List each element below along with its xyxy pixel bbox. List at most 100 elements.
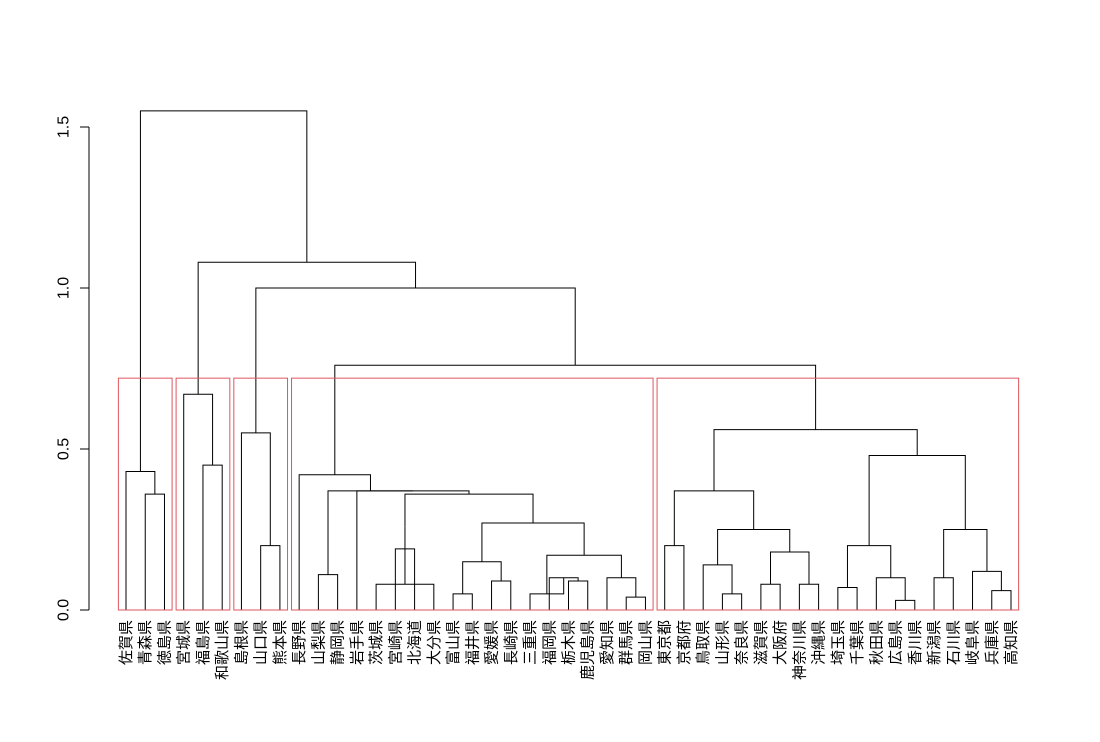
- leaf-label: 鳥取県: [694, 620, 712, 665]
- leaf-label: 山形県: [713, 620, 731, 665]
- leaf-label: 熊本県: [271, 620, 289, 665]
- leaf-label: 兵庫県: [983, 620, 1001, 665]
- merge-link: [943, 529, 988, 578]
- merge-link: [197, 261, 417, 395]
- leaf-label: 新潟県: [925, 620, 943, 665]
- merge-link: [875, 577, 906, 610]
- leaf-label: 福岡県: [540, 620, 558, 665]
- cluster-box: [656, 377, 1020, 611]
- merge-link: [770, 551, 810, 585]
- merge-link: [404, 493, 534, 527]
- merge-link: [846, 545, 892, 588]
- merge-link: [139, 110, 308, 472]
- merge-link: [491, 580, 512, 610]
- cluster-box: [233, 377, 289, 611]
- merge-link: [713, 429, 918, 491]
- leaf-label: 愛知県: [598, 620, 616, 665]
- leaf-labels: 佐賀県 青森県 徳島県 宮城県 福島県 和歌山県 島根県 山口県 熊本県 長野県 山梨県 静岡県 岩手県…: [117, 620, 1020, 680]
- dendrogram-links: [125, 110, 1012, 610]
- y-tick-label: 1.5: [56, 116, 73, 138]
- leaf-label: 佐賀県: [117, 620, 135, 665]
- leaf-label: 大分県: [425, 620, 443, 665]
- leaf-label: 和歌山県: [213, 620, 231, 680]
- leaf-label: 滋賀県: [752, 620, 770, 665]
- leaf-label: 大阪府: [771, 620, 789, 665]
- leaf-label: 岐阜県: [964, 620, 982, 665]
- merge-link: [481, 522, 585, 562]
- merge-link: [991, 590, 1012, 610]
- leaf-label: 北海道: [406, 620, 424, 665]
- merge-link: [144, 493, 165, 610]
- leaf-label: 静岡県: [329, 620, 347, 665]
- leaf-label: 千葉県: [848, 620, 866, 665]
- merge-link: [452, 593, 473, 610]
- leaf-label: 山口県: [252, 620, 270, 665]
- merge-link: [375, 583, 435, 610]
- y-tick-label: 0.0: [56, 599, 73, 621]
- cluster-box: [175, 377, 231, 611]
- leaf-label: 広島県: [887, 620, 905, 665]
- leaf-label: 香川県: [906, 620, 924, 665]
- merge-link: [334, 364, 817, 475]
- merge-link: [202, 464, 223, 610]
- merge-link: [327, 490, 413, 575]
- merge-link: [125, 471, 156, 610]
- leaf-label: 埼玉県: [829, 620, 847, 665]
- cluster-box: [117, 377, 173, 611]
- leaf-label: 宮崎県: [386, 620, 404, 665]
- cluster-boxes: [117, 377, 1020, 611]
- leaf-label: 鹿児島県: [579, 620, 597, 680]
- leaf-label: 沖縄県: [810, 620, 828, 665]
- leaf-label: 奈良県: [733, 620, 751, 665]
- merge-link: [760, 583, 781, 610]
- leaf-label: 三重県: [521, 620, 539, 665]
- merge-link: [317, 574, 339, 610]
- merge-link: [240, 432, 271, 610]
- merge-link: [183, 393, 214, 610]
- leaf-label: 栃木県: [560, 620, 578, 665]
- leaf-label: 秋田県: [867, 620, 885, 665]
- merge-link: [625, 596, 646, 610]
- leaf-label: 神奈川県: [790, 620, 808, 680]
- leaf-label: 山梨県: [309, 620, 327, 665]
- merge-link: [546, 554, 622, 594]
- merge-link: [462, 561, 502, 594]
- leaf-label: 長崎県: [502, 620, 520, 665]
- merge-link: [837, 586, 858, 610]
- leaf-label: 徳島県: [155, 620, 173, 665]
- leaf-label: 島根県: [232, 620, 250, 665]
- merge-link: [356, 490, 470, 610]
- merge-link: [260, 545, 281, 610]
- merge-link: [673, 490, 755, 546]
- merge-link: [664, 545, 685, 610]
- leaf-label: 宮城県: [175, 620, 193, 665]
- leaf-label: 群馬県: [617, 620, 635, 665]
- leaf-label: 長野県: [290, 620, 308, 665]
- leaf-label: 石川県: [944, 620, 962, 665]
- merge-link: [606, 577, 637, 610]
- y-axis: 0.0 0.5 1.0 1.5: [56, 116, 90, 621]
- merge-link: [717, 529, 791, 565]
- merge-link: [868, 454, 966, 546]
- y-tick-label: 0.5: [56, 438, 73, 460]
- leaf-label: 福島県: [194, 620, 212, 665]
- leaf-label: 茨城県: [367, 620, 385, 665]
- leaf-label: 岡山県: [636, 620, 654, 665]
- cluster-box: [291, 377, 654, 611]
- y-tick-label: 1.0: [56, 277, 73, 299]
- leaf-label: 愛媛県: [483, 620, 501, 665]
- merge-link: [798, 583, 820, 610]
- leaf-label: 青森県: [136, 620, 154, 665]
- leaf-label: 東京都: [656, 620, 674, 665]
- merge-link: [568, 580, 589, 610]
- merge-link: [721, 593, 743, 610]
- merge-link: [895, 599, 916, 610]
- merge-link: [255, 287, 576, 433]
- merge-link: [933, 577, 954, 610]
- leaf-label: 京都府: [675, 620, 693, 665]
- leaf-label: 岩手県: [348, 620, 366, 665]
- leaf-label: 高知県: [1002, 620, 1020, 665]
- leaf-label: 福井県: [463, 620, 481, 665]
- leaf-label: 富山県: [444, 620, 462, 665]
